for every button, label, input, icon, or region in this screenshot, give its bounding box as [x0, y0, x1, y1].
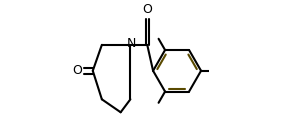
Text: N: N — [126, 37, 136, 50]
Text: O: O — [142, 3, 152, 16]
Text: O: O — [73, 64, 82, 77]
